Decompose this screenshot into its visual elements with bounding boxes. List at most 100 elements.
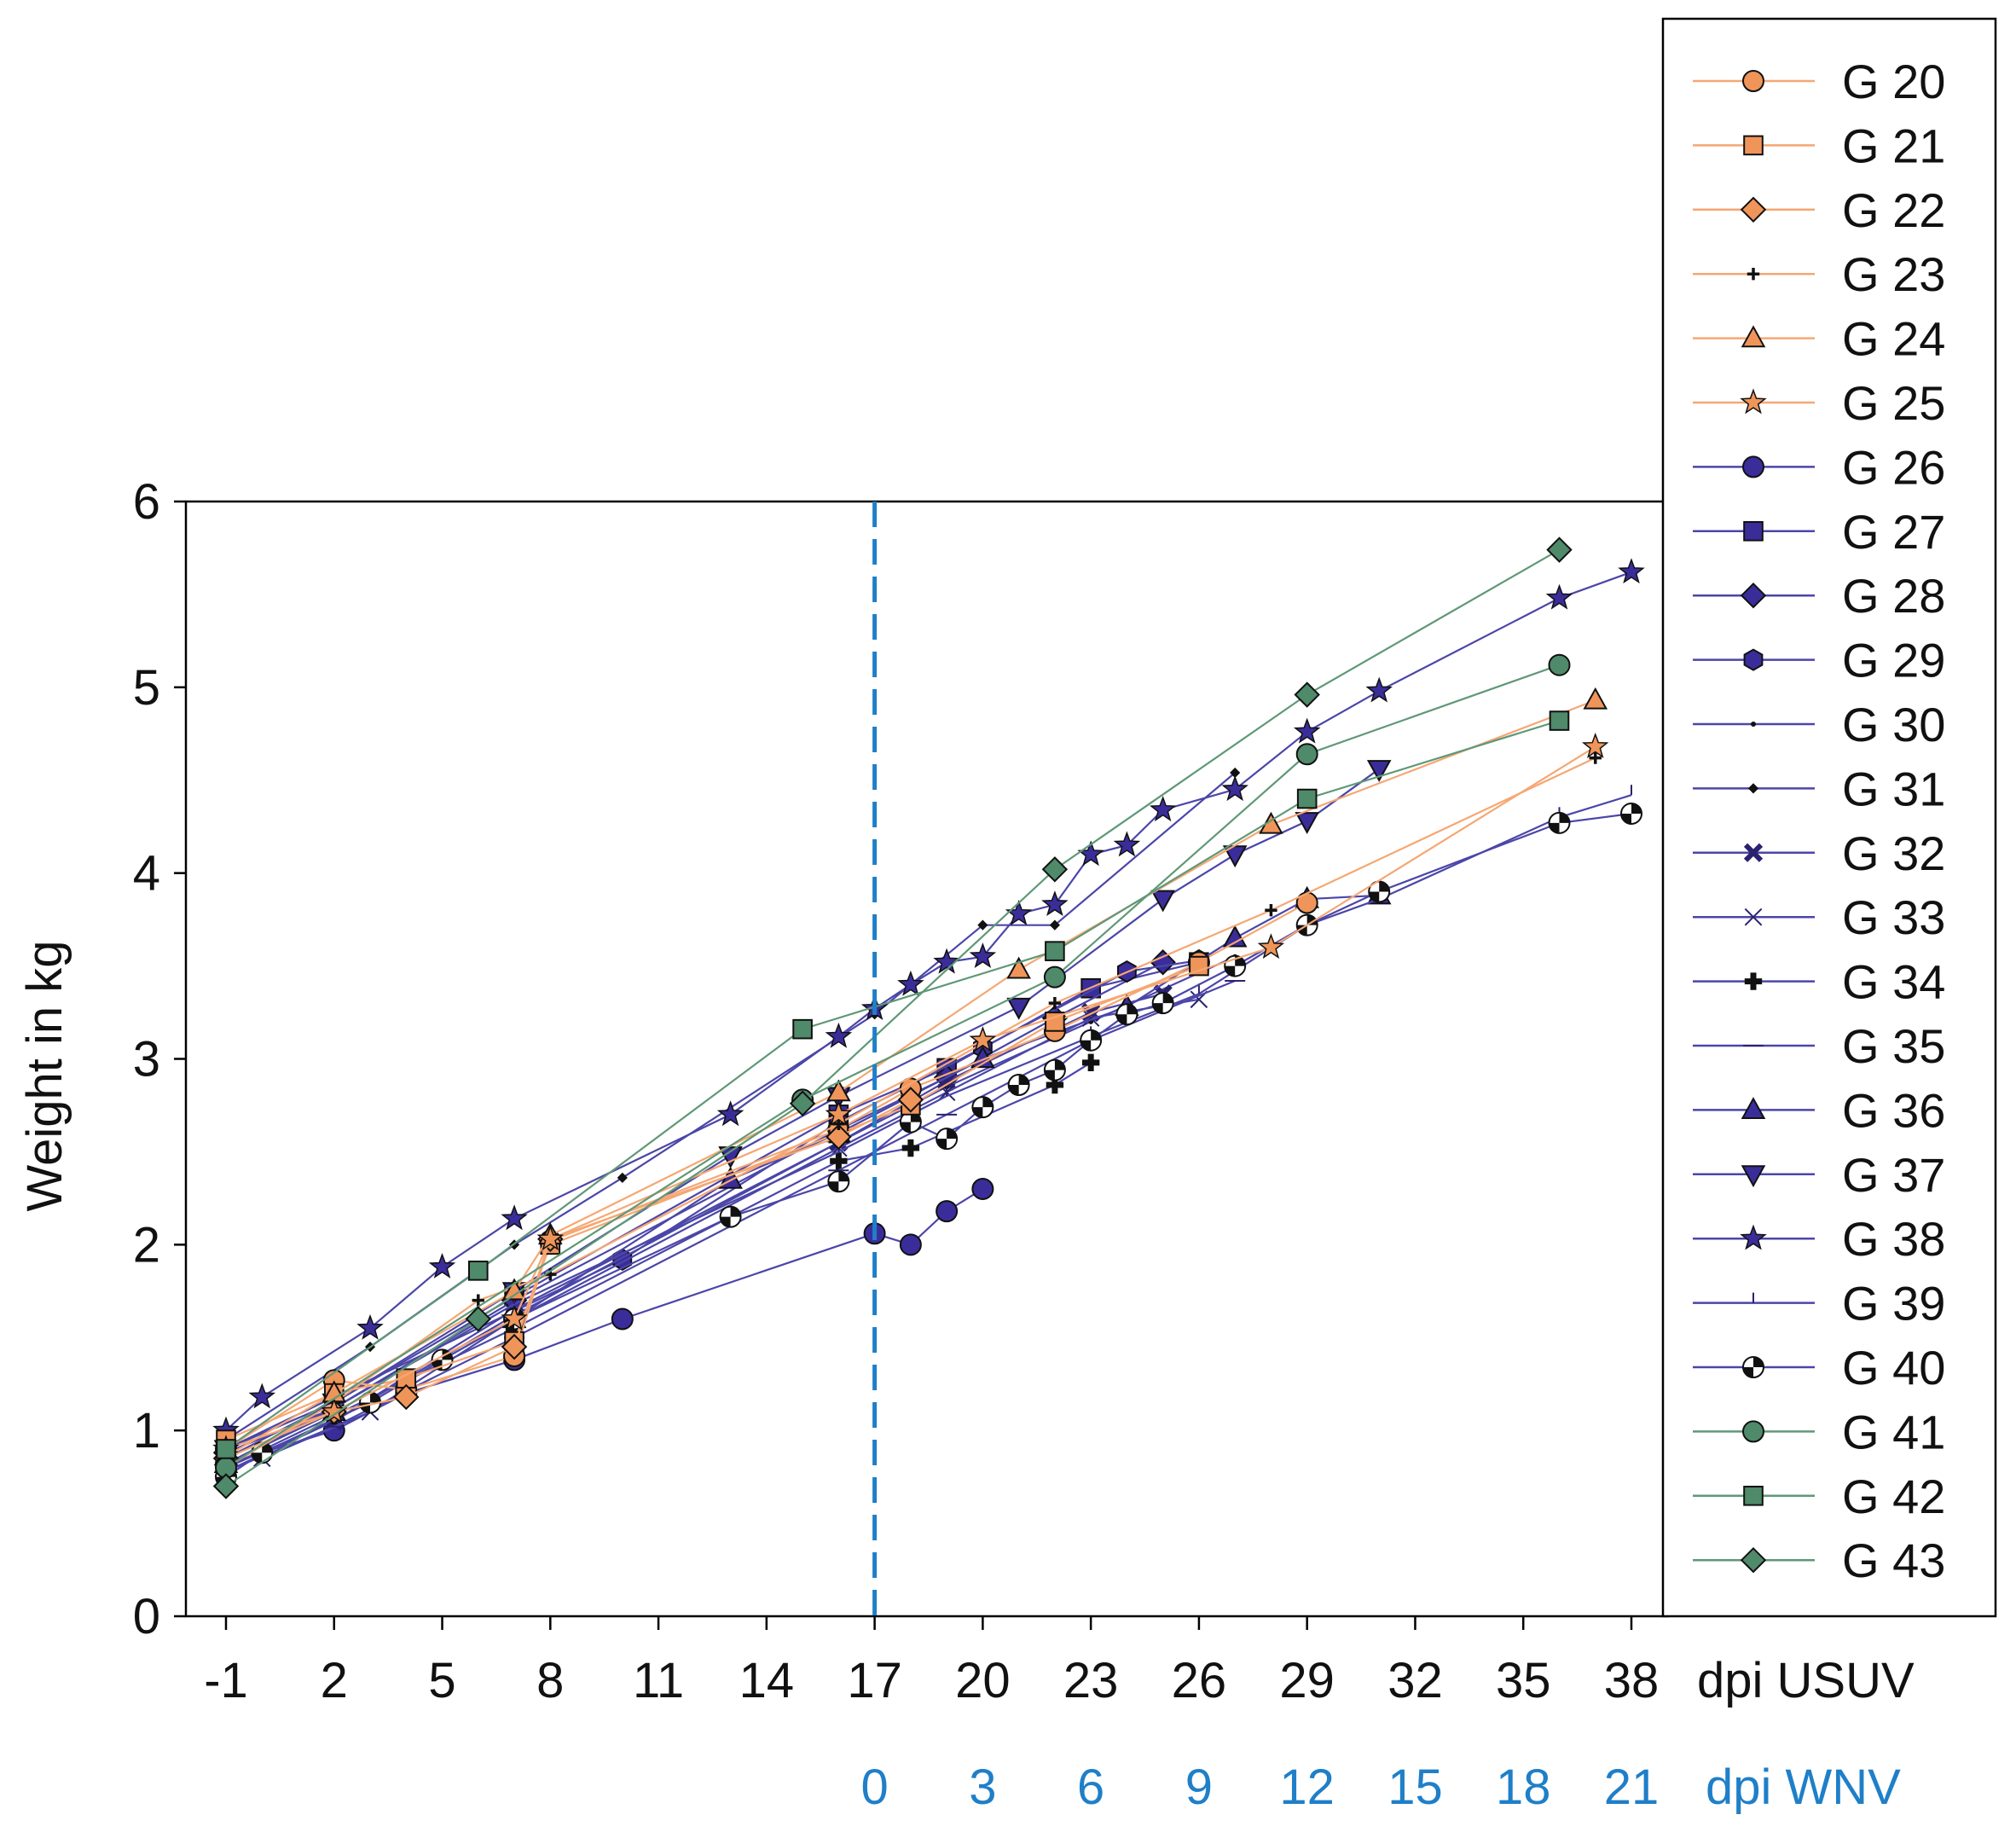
point-g24-7 xyxy=(1583,687,1608,710)
point-g38-3 xyxy=(428,1252,456,1278)
legend-label-g41: G 41 xyxy=(1842,1405,1945,1458)
point-g38-10 xyxy=(969,942,997,969)
point-g24-2 xyxy=(501,1278,527,1301)
point-g36-7 xyxy=(1222,925,1248,948)
x-tick-label-38: 38 xyxy=(1604,1653,1660,1708)
point-g40-18 xyxy=(1548,811,1571,834)
point-g23-2 xyxy=(472,1294,484,1307)
point-g26-7 xyxy=(936,1200,959,1223)
y-tick-label-0: 0 xyxy=(133,1589,160,1644)
legend-item-g21: G 21 xyxy=(1693,119,1945,172)
x-tick-label-17: 17 xyxy=(847,1653,902,1708)
series-g43 xyxy=(212,536,1573,1499)
point-g40-12 xyxy=(1080,1029,1103,1052)
legend-marker-g34 xyxy=(1744,972,1763,990)
legend-marker-g23 xyxy=(1747,268,1760,281)
x-tick-label-8: 8 xyxy=(536,1653,564,1708)
legend-label-g37: G 37 xyxy=(1842,1148,1945,1202)
point-g42-2 xyxy=(792,1018,813,1040)
point-g38-8 xyxy=(897,970,924,996)
legend-label-g20: G 20 xyxy=(1842,55,1945,108)
legend-item-g24: G 24 xyxy=(1693,312,1945,366)
point-g21-8 xyxy=(1189,955,1209,977)
secondary-tick-label-0: 0 xyxy=(860,1760,888,1815)
legend-item-g22: G 22 xyxy=(1693,183,1945,237)
legend-label-g23: G 23 xyxy=(1842,247,1945,301)
legend-marker-g25 xyxy=(1740,388,1767,415)
legend-layer: G 20 G 21 G 22 G 23 G 24 G 25 G 26 G 27 G 28 G 29… xyxy=(1661,17,1997,1618)
point-g40-19 xyxy=(1620,802,1642,825)
legend-item-g30: G 30 xyxy=(1693,698,1945,751)
point-g31-5 xyxy=(977,919,988,931)
y-axis-title: Weight in kg xyxy=(17,940,72,1211)
legend-label-g24: G 24 xyxy=(1842,312,1945,366)
y-tick-label-5: 5 xyxy=(133,660,160,716)
legend-label-g22: G 22 xyxy=(1842,183,1945,237)
point-g21-7 xyxy=(1045,1012,1065,1032)
point-g43-1 xyxy=(465,1306,492,1332)
point-g42-1 xyxy=(467,1261,489,1281)
legend-marker-g22 xyxy=(1740,196,1767,223)
series-line-g43 xyxy=(225,548,1561,1487)
series-layer xyxy=(212,502,1645,1616)
secondary-tick-label-9: 9 xyxy=(1185,1760,1213,1815)
point-g31-3 xyxy=(617,1172,628,1184)
point-g37-9 xyxy=(1366,760,1392,782)
point-g40-13 xyxy=(1115,1003,1138,1026)
point-g23-5 xyxy=(1048,996,1062,1010)
series-line-g37 xyxy=(225,768,1380,1451)
legend-label-g40: G 40 xyxy=(1842,1341,1945,1394)
point-g24-4 xyxy=(826,1079,851,1102)
point-g33-5 xyxy=(1081,1009,1100,1027)
point-g40-10 xyxy=(1007,1073,1030,1096)
point-g38-17 xyxy=(1293,717,1321,744)
legend-marker-g42 xyxy=(1743,1486,1764,1506)
point-g26-8 xyxy=(971,1177,994,1200)
point-g38-12 xyxy=(1041,890,1069,917)
x-tick-label-20: 20 xyxy=(955,1653,1011,1708)
point-g25-3 xyxy=(536,1225,565,1251)
legend-item-g39: G 39 xyxy=(1693,1277,1945,1331)
secondary-tick-label-12: 12 xyxy=(1279,1760,1335,1815)
legend-label-g26: G 26 xyxy=(1842,440,1945,494)
point-g22-3 xyxy=(501,1333,528,1360)
secondary-tick-label-18: 18 xyxy=(1496,1760,1551,1815)
legend-item-g35: G 35 xyxy=(1693,1019,1945,1073)
point-g40-9 xyxy=(971,1096,994,1119)
point-g22-5 xyxy=(826,1123,852,1151)
x-axis-title-wnv: dpi WNV xyxy=(1706,1760,1901,1815)
point-g23-7 xyxy=(1589,751,1602,764)
point-g37-3 xyxy=(718,1146,743,1169)
point-g37-8 xyxy=(1295,812,1319,834)
point-g43-2 xyxy=(789,1090,816,1116)
legend-label-g36: G 36 xyxy=(1842,1083,1945,1137)
legend-label-g21: G 21 xyxy=(1842,119,1945,172)
point-g38-18 xyxy=(1365,676,1393,703)
legend-item-g26: G 26 xyxy=(1693,440,1945,494)
point-g38-20 xyxy=(1618,558,1645,584)
point-g41-2 xyxy=(1043,965,1066,989)
secondary-tick-label-3: 3 xyxy=(969,1760,996,1815)
y-tick-label-4: 4 xyxy=(133,846,160,902)
point-g25-4 xyxy=(825,1100,853,1127)
legend-item-g36: G 36 xyxy=(1693,1083,1945,1137)
secondary-tick-label-21: 21 xyxy=(1604,1760,1660,1815)
point-g25-7 xyxy=(1581,732,1609,758)
series-line-g42 xyxy=(225,719,1560,1450)
point-g40-5 xyxy=(719,1205,742,1228)
point-g38-16 xyxy=(1221,775,1248,802)
legend-marker-g38 xyxy=(1740,1224,1767,1250)
y-tick-label-1: 1 xyxy=(133,1403,160,1458)
legend-marker-g33 xyxy=(1744,907,1763,926)
legend-marker-g31 xyxy=(1747,783,1759,794)
x-tick-label-2: 2 xyxy=(321,1653,348,1708)
legend-label-g31: G 31 xyxy=(1842,762,1945,815)
legend-marker-g32 xyxy=(1743,843,1764,862)
legend-marker-g41 xyxy=(1742,1420,1764,1443)
legend-label-g32: G 32 xyxy=(1842,826,1945,880)
point-g38-19 xyxy=(1545,583,1573,610)
point-g42-3 xyxy=(1045,941,1065,961)
point-g38-14 xyxy=(1113,831,1141,857)
legend-item-g28: G 28 xyxy=(1693,569,1945,623)
